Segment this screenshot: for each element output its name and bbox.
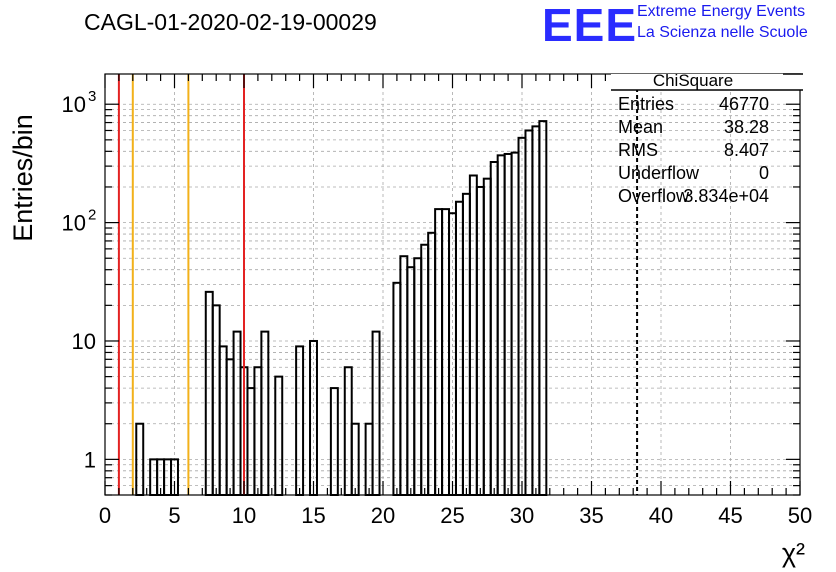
histogram-bar [454, 200, 464, 496]
histogram-bar [538, 120, 548, 497]
histogram-bar [468, 174, 478, 496]
histogram-bar [274, 375, 284, 496]
y-tick-label: 1 [84, 447, 96, 472]
y-tick-label: 10 [62, 211, 86, 236]
histogram-bar [496, 154, 506, 496]
x-tick-label: 45 [718, 503, 742, 528]
y-tick-label: 10 [62, 92, 86, 117]
histogram-bar [211, 304, 221, 496]
x-tick-label: 20 [371, 503, 395, 528]
stats-row-label: Entries [618, 94, 674, 114]
histogram-bar [531, 125, 541, 496]
histogram-bar [427, 231, 437, 496]
stats-row-value: 38.28 [724, 117, 769, 137]
histogram-bar [489, 161, 499, 496]
histogram-bar [524, 129, 534, 496]
stats-box-rows: Entries 46770 Mean 38.28 RMS 8.407 Underflow 0 O… [618, 94, 769, 206]
grid-layer [104, 74, 801, 496]
stats-row-label: Underflow [618, 163, 700, 183]
histogram-bar [329, 387, 339, 497]
histogram-bar [392, 281, 402, 497]
stats-row-label: Overflow [618, 186, 690, 206]
x-axis-label: χ² [782, 538, 805, 568]
stats-row-label: Mean [618, 117, 663, 137]
stats-box: ChiSquare Entries 46770 Mean 38.28 RMS 8.407 U… [611, 71, 803, 206]
histogram-bar [461, 192, 471, 496]
x-tick-label: 40 [649, 503, 673, 528]
y-tick-label: 10 [72, 329, 96, 354]
histogram-bars [135, 120, 548, 497]
eee-logo: EEE [542, 0, 638, 51]
stats-row-label: RMS [618, 140, 658, 160]
x-tick-label: 25 [440, 503, 464, 528]
histogram-bar [510, 151, 520, 496]
stats-row-value: 8.407 [724, 140, 769, 160]
x-tick-label: 50 [788, 503, 812, 528]
y-tick-label-exponent: 2 [88, 207, 96, 224]
y-tick-label-exponent: 3 [88, 88, 96, 105]
y-axis-label: Entries/bin [8, 114, 38, 242]
histogram-bar [343, 366, 353, 496]
stats-row-value: 0 [759, 163, 769, 183]
histogram-bar [253, 366, 263, 496]
histogram-bar [420, 243, 430, 496]
histogram-bar [503, 152, 513, 497]
x-tick-label: 15 [301, 503, 325, 528]
x-tick-label: 35 [579, 503, 603, 528]
histogram-bar [406, 266, 416, 497]
histogram-bar [225, 358, 235, 497]
x-tick-label: 0 [99, 503, 111, 528]
histogram-bar [295, 345, 305, 496]
x-tick-label: 5 [168, 503, 180, 528]
stats-box-name: ChiSquare [653, 71, 733, 90]
x-tick-labels: 0 5 10 15 20 25 30 35 40 45 50 [99, 503, 812, 528]
histogram-bar [482, 177, 492, 496]
histogram-bar [246, 387, 256, 497]
stats-row-value: 46770 [719, 94, 769, 114]
histogram-bar [218, 345, 228, 496]
stats-row-value: 3.834e+04 [683, 186, 769, 206]
threshold-markers [117, 74, 639, 495]
x-tick-label: 30 [510, 503, 534, 528]
plot-title: CAGL-01-2020-02-19-00029 [84, 9, 377, 35]
logo-caption-line-1: Extreme Energy Events [637, 3, 806, 20]
logo-caption-line-2: La Scienza nelle Scuole [637, 24, 808, 41]
x-tick-label: 10 [232, 503, 256, 528]
